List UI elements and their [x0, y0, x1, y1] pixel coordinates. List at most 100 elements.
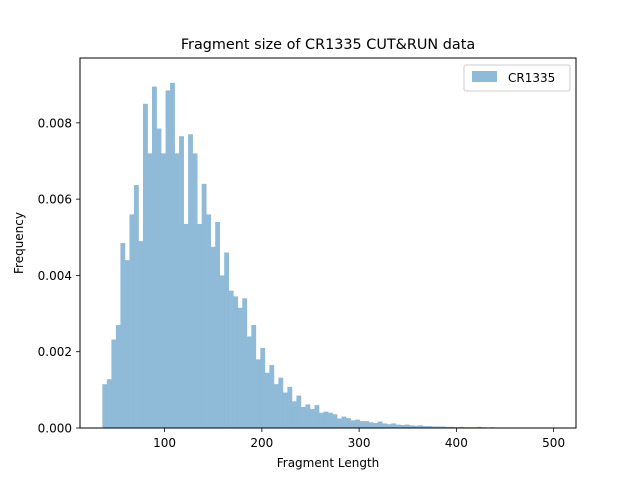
- histogram-bar: [296, 395, 302, 428]
- x-axis-label: Fragment Length: [277, 456, 380, 470]
- histogram-bar: [409, 425, 415, 428]
- y-tick-label: 0.006: [38, 193, 72, 207]
- x-tick-label: 300: [348, 436, 371, 450]
- histogram-bar: [255, 359, 261, 428]
- histogram-bar: [183, 223, 189, 428]
- x-axis-ticks: 100 200 300 400 500: [153, 428, 565, 450]
- y-tick-label: 0.008: [38, 116, 72, 130]
- y-tick-label: 0.004: [38, 269, 72, 283]
- histogram-bar: [282, 392, 288, 428]
- histogram-bar: [368, 422, 374, 428]
- x-tick-label: 200: [250, 436, 273, 450]
- histogram-bar: [142, 103, 148, 428]
- histogram-bar: [291, 401, 297, 428]
- histogram-bar: [242, 298, 248, 428]
- histogram-bar: [147, 153, 153, 428]
- histogram-bar: [323, 411, 329, 428]
- histogram-bar: [201, 183, 207, 428]
- histogram-bar: [445, 426, 451, 428]
- histogram-bar: [422, 426, 428, 428]
- histogram-bar: [273, 384, 279, 428]
- histogram-bars: [102, 82, 554, 429]
- histogram-bar: [476, 426, 482, 428]
- histogram-bar: [129, 214, 135, 428]
- histogram-bar: [170, 82, 175, 428]
- histogram-bar: [161, 153, 166, 428]
- histogram-bar: [337, 418, 342, 428]
- histogram-bar: [102, 384, 108, 428]
- y-axis-label: Frequency: [12, 212, 26, 274]
- histogram-bar: [224, 252, 230, 428]
- histogram-bar: [309, 408, 315, 428]
- histogram-bar: [215, 222, 221, 428]
- histogram-bar: [179, 136, 184, 429]
- histogram-bar: [233, 296, 239, 428]
- histogram-bar: [111, 339, 117, 428]
- histogram-bar: [165, 90, 171, 429]
- histogram-bar: [228, 290, 234, 428]
- histogram-bar: [264, 372, 270, 428]
- histogram-bar: [115, 325, 121, 428]
- histogram-bar: [246, 336, 252, 428]
- histogram-bar: [449, 426, 455, 428]
- histogram-bar: [300, 407, 306, 428]
- histogram-bar: [431, 426, 437, 428]
- histogram-bar: [287, 386, 293, 428]
- histogram-bar: [219, 275, 225, 428]
- legend-label: CR1335: [508, 71, 555, 85]
- histogram-bar: [350, 420, 356, 428]
- histogram-bar: [436, 426, 442, 428]
- legend: CR1335: [463, 64, 571, 92]
- histogram-bar: [314, 405, 320, 428]
- histogram-bar: [440, 426, 446, 428]
- histogram-bar: [373, 423, 378, 428]
- histogram-bar: [364, 421, 369, 428]
- histogram-bar: [413, 425, 419, 428]
- histogram-bar: [355, 419, 360, 428]
- histogram-bar: [156, 128, 162, 428]
- histogram-bar: [197, 223, 202, 428]
- histogram-bar: [210, 246, 216, 428]
- histogram-bar: [395, 424, 401, 428]
- x-tick-label: 400: [445, 436, 468, 450]
- histogram-bar: [391, 423, 397, 428]
- histogram-bar: [377, 421, 383, 428]
- histogram-bar: [124, 260, 130, 428]
- x-tick-label: 500: [542, 436, 565, 450]
- histogram-bar: [359, 421, 365, 428]
- histogram-bar: [318, 412, 324, 428]
- histogram-bar: [346, 418, 351, 428]
- histogram-bar: [237, 307, 243, 428]
- histogram-bar: [386, 424, 392, 428]
- histogram-bar: [458, 426, 464, 428]
- histogram-bar: [278, 377, 284, 428]
- histogram-bar: [188, 134, 193, 428]
- x-tick-label: 100: [153, 436, 176, 450]
- histogram-bar: [260, 347, 266, 428]
- histogram-bar: [341, 416, 347, 428]
- histogram-bar: [418, 425, 424, 428]
- histogram-bar: [138, 241, 144, 428]
- histogram-bar: [192, 153, 198, 428]
- histogram-bar: [305, 404, 311, 428]
- histogram-bar: [120, 243, 126, 428]
- histogram-bar: [427, 426, 433, 428]
- histogram-bar: [328, 412, 333, 428]
- legend-swatch: [472, 71, 497, 82]
- axes-frame: [79, 57, 577, 429]
- histogram-bar: [206, 214, 212, 428]
- histogram-bar: [106, 379, 112, 428]
- histogram-bar: [332, 414, 338, 428]
- histogram-bar: [174, 153, 180, 428]
- y-tick-label: 0.002: [38, 345, 72, 359]
- histogram-bar: [269, 365, 275, 428]
- histogram-bar: [133, 185, 139, 428]
- histogram-bar: [404, 424, 410, 428]
- chart-title: Fragment size of CR1335 CUT&RUN data: [181, 37, 475, 53]
- histogram-bar: [152, 86, 157, 428]
- y-axis-ticks: 0.000 0.002 0.004 0.006 0.008: [38, 116, 80, 436]
- histogram-bar: [400, 424, 406, 428]
- histogram-bar: [251, 325, 257, 428]
- y-tick-label: 0.000: [38, 422, 72, 436]
